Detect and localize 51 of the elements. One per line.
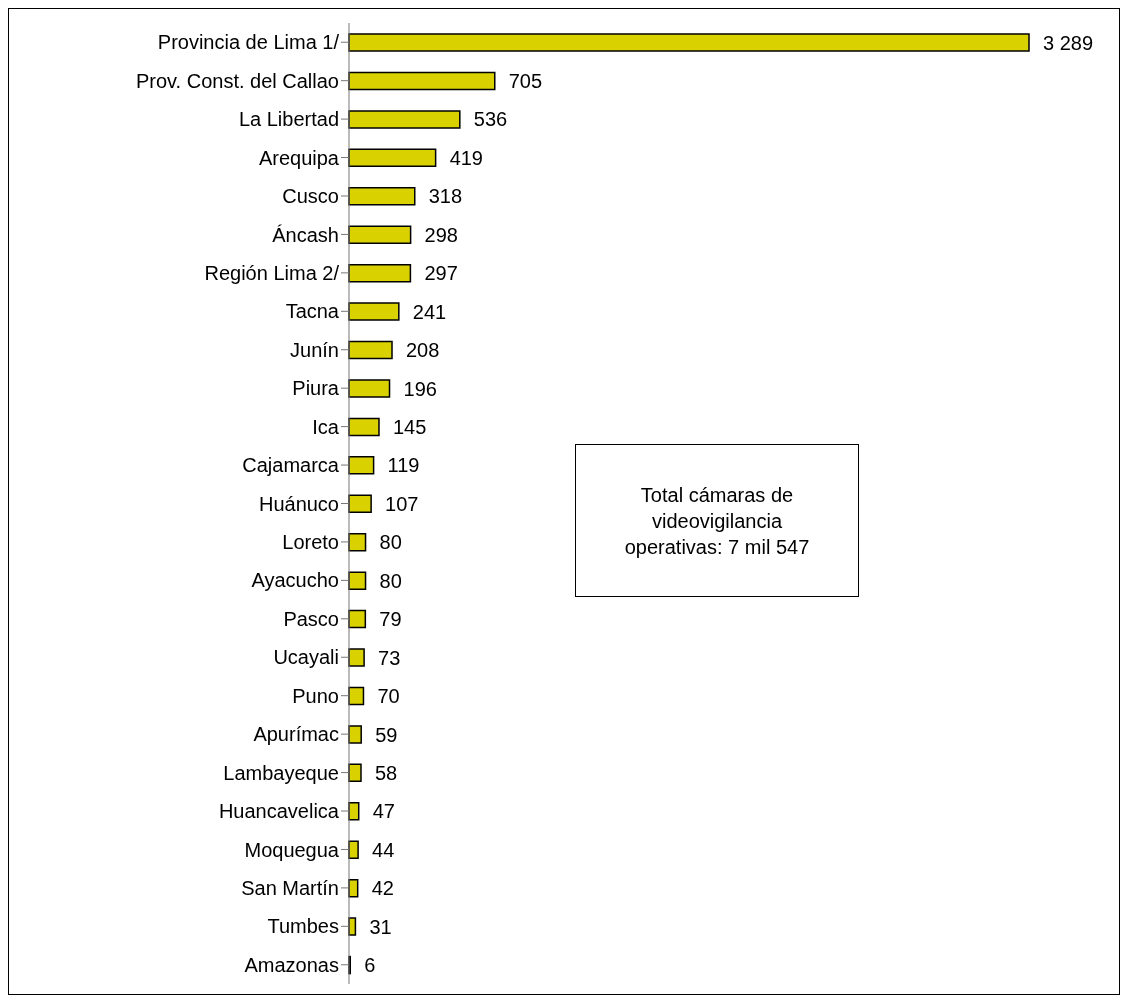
y-tick-label: Arequipa [258,146,340,169]
data-label: 298 [424,223,458,246]
data-label: 3 289 [1043,31,1094,54]
data-label: 208 [406,339,440,362]
data-label: 73 [378,646,401,669]
data-label: 119 [387,454,420,477]
y-tick-label: Prov. Const. del Callao [135,69,339,92]
data-label: 44 [372,838,395,861]
data-label: 42 [371,877,394,900]
data-label: 145 [392,416,427,438]
y-tick-label: Tumbes [267,915,339,938]
data-label: 58 [374,761,398,784]
data-label: 536 [473,108,508,131]
data-label: 318 [428,185,463,208]
data-label: 241 [412,300,447,323]
y-tick-label: Piura [292,377,340,400]
y-tick-label: Amazonas [244,953,339,976]
data-label: 6 [364,954,376,977]
data-label: 196 [403,377,437,400]
y-tick-label: Ucayali [273,646,339,669]
y-tick-label: Moquegua [244,838,340,861]
y-tick-label: Lambayeque [223,761,339,784]
y-tick-label: Áncash [272,223,339,246]
y-tick-label: Pasco [283,607,339,630]
data-label: 80 [379,531,402,554]
y-tick-label: La Libertad [238,108,339,131]
y-tick-label: San Martín [241,877,339,899]
y-tick-label: Loreto [282,531,339,554]
y-tick-label: Región Lima 2/ [204,261,340,284]
data-label: 419 [449,146,483,169]
data-label: 705 [508,70,543,93]
data-label: 70 [377,685,400,708]
y-tick-label: Apurímac [253,723,339,746]
data-label: 297 [424,262,458,285]
y-tick-label: Huánuco [258,492,339,515]
y-tick-label: Ayacucho [251,569,339,592]
y-tick-label: Cusco [282,185,339,208]
annotation: Total cámaras de videovigilancia operativas: 7 mil 547 [575,444,859,597]
data-label: 107 [385,492,419,515]
data-label: 47 [372,800,395,823]
y-tick-label: Cajamarca [242,454,340,477]
y-tick-label: Huancavelica [218,800,340,823]
data-label: 31 [369,915,392,938]
data-label: 79 [379,608,402,631]
y-tick-label: Tacna [285,300,340,323]
data-label: 80 [379,569,402,592]
y-tick-label: Junín [290,338,339,361]
y-tick-label: Puno [292,684,339,707]
y-tick-label: Provincia de Lima 1/ [157,31,340,54]
data-label: 59 [375,723,398,746]
y-tick-label: Ica [312,415,340,438]
